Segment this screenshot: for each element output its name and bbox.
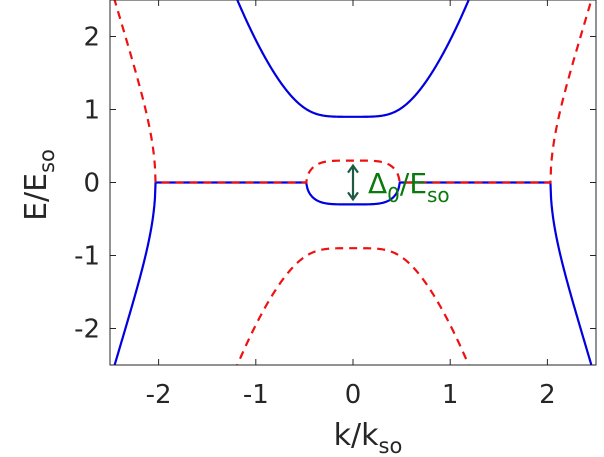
y-tick-label: -1 — [74, 242, 100, 272]
y-tick-label: 2 — [83, 23, 100, 53]
gap-arrow-head-up — [347, 163, 359, 174]
y-tick-label: 1 — [83, 96, 100, 126]
y-axis-label: E/Eso — [19, 149, 59, 221]
x-axis-label-sub: so — [379, 434, 403, 457]
y-tick-label: 0 — [83, 169, 100, 199]
x-axis-label: k/kso — [334, 418, 403, 457]
gap-annotation-base: Δ — [368, 167, 387, 200]
x-tick-label: 0 — [345, 380, 362, 410]
series-layer — [113, 0, 593, 365]
x-tick-label: 1 — [442, 380, 459, 410]
gap-annotation-sub1: so — [427, 183, 450, 207]
gap-annotation-sub0: 0 — [387, 183, 400, 207]
series-line-3 — [113, 0, 593, 184]
series-line-1 — [236, 0, 470, 118]
x-tick-label: -2 — [146, 380, 172, 410]
series-line-4 — [236, 247, 470, 365]
y-axis-label-base: E/E — [19, 173, 54, 221]
gap-annotation: Δ0/Eso — [368, 167, 450, 207]
x-axis: -2 -1 0 1 2 — [146, 0, 556, 410]
x-axis-label-base: k/k — [334, 418, 379, 453]
gap-arrow-head-down — [347, 191, 359, 202]
y-axis-label-sub: so — [35, 149, 59, 173]
x-tick-label: 2 — [539, 380, 556, 410]
y-tick-label: -2 — [74, 315, 100, 345]
gap-annotation-mid: /E — [400, 167, 427, 200]
y-axis: -2 -1 0 1 2 — [74, 23, 596, 345]
x-tick-label: -1 — [243, 380, 269, 410]
series-line-2 — [113, 181, 593, 365]
gap-arrow — [347, 163, 359, 202]
